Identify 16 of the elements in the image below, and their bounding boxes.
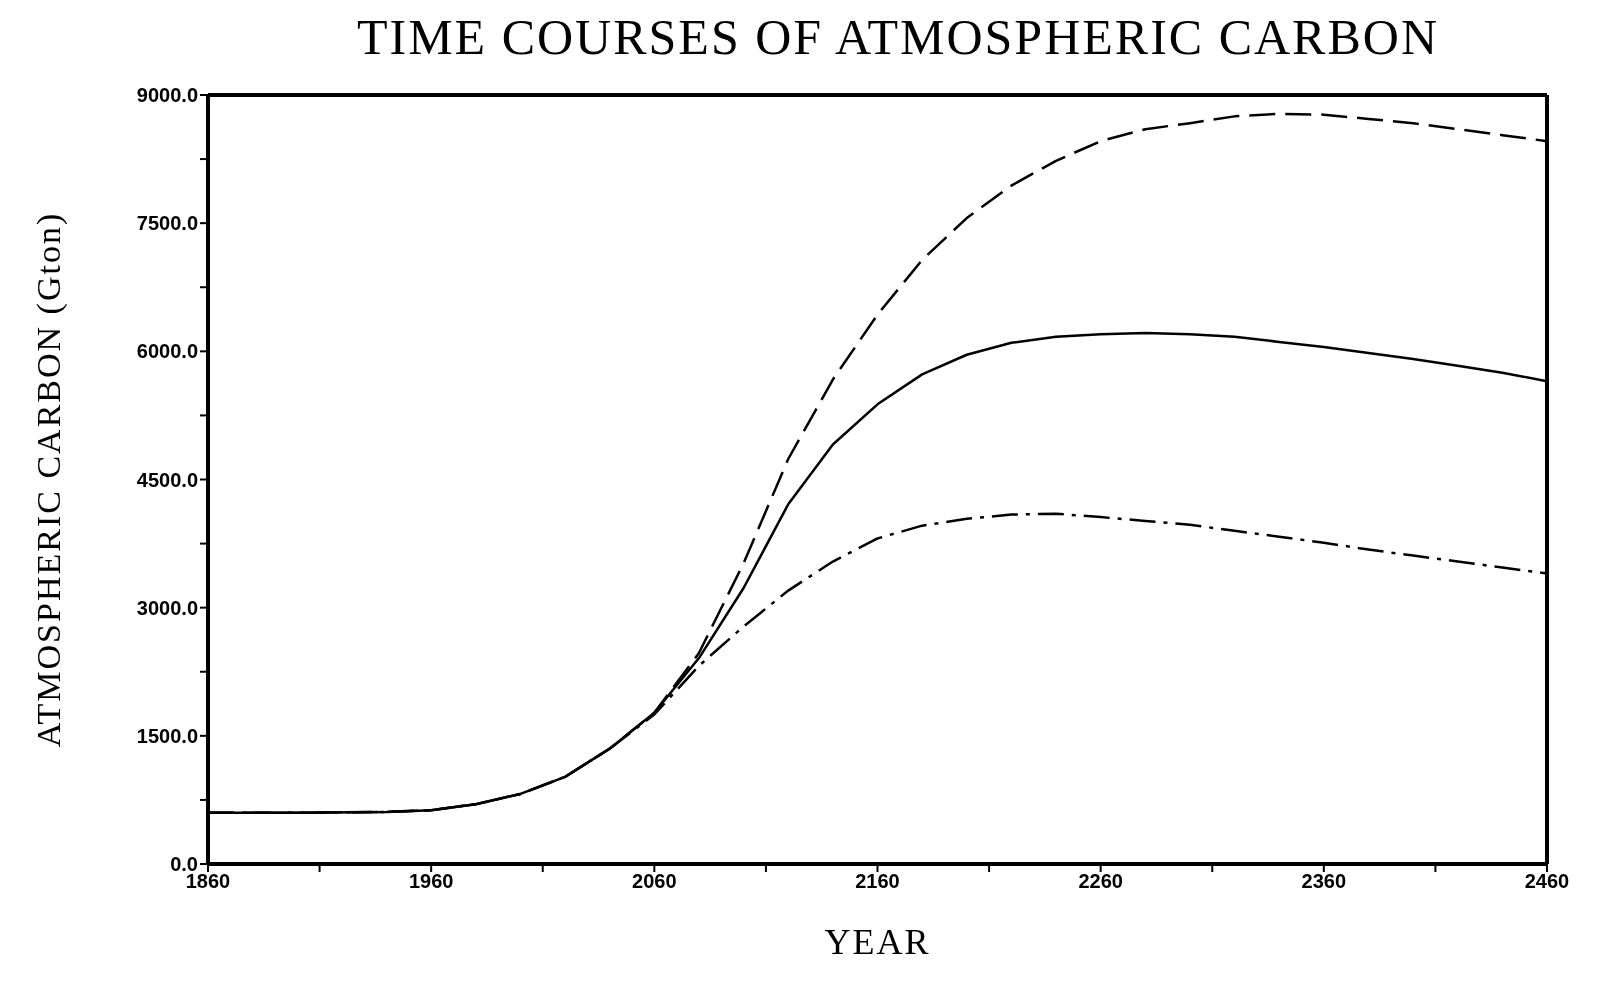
y-tick-label: 3000.0 [136,596,198,619]
x-tick-label: 2060 [632,870,677,893]
y-tick-label: 1500.0 [136,724,198,747]
y-axis-title: ATMOSPHERIC CARBON (Gton) [30,211,69,748]
y-tick-label: 4500.0 [136,468,198,491]
y-tick-label: 7500.0 [136,212,198,235]
x-axis-title: YEAR [824,922,931,962]
x-tick-label: 2460 [1524,870,1570,893]
chart-title: TIME COURSES OF ATMOSPHERIC CARBON [355,8,1441,67]
x-tick-label: 2360 [1301,870,1347,893]
x-tick-label: 2160 [855,870,900,893]
x-tick-label: 1960 [408,870,454,893]
x-tick-label: 1860 [185,870,231,893]
y-tick-label: 6000.0 [136,340,198,363]
x-tick-label: 2260 [1078,870,1123,893]
y-tick-label: 9000.0 [136,84,198,107]
